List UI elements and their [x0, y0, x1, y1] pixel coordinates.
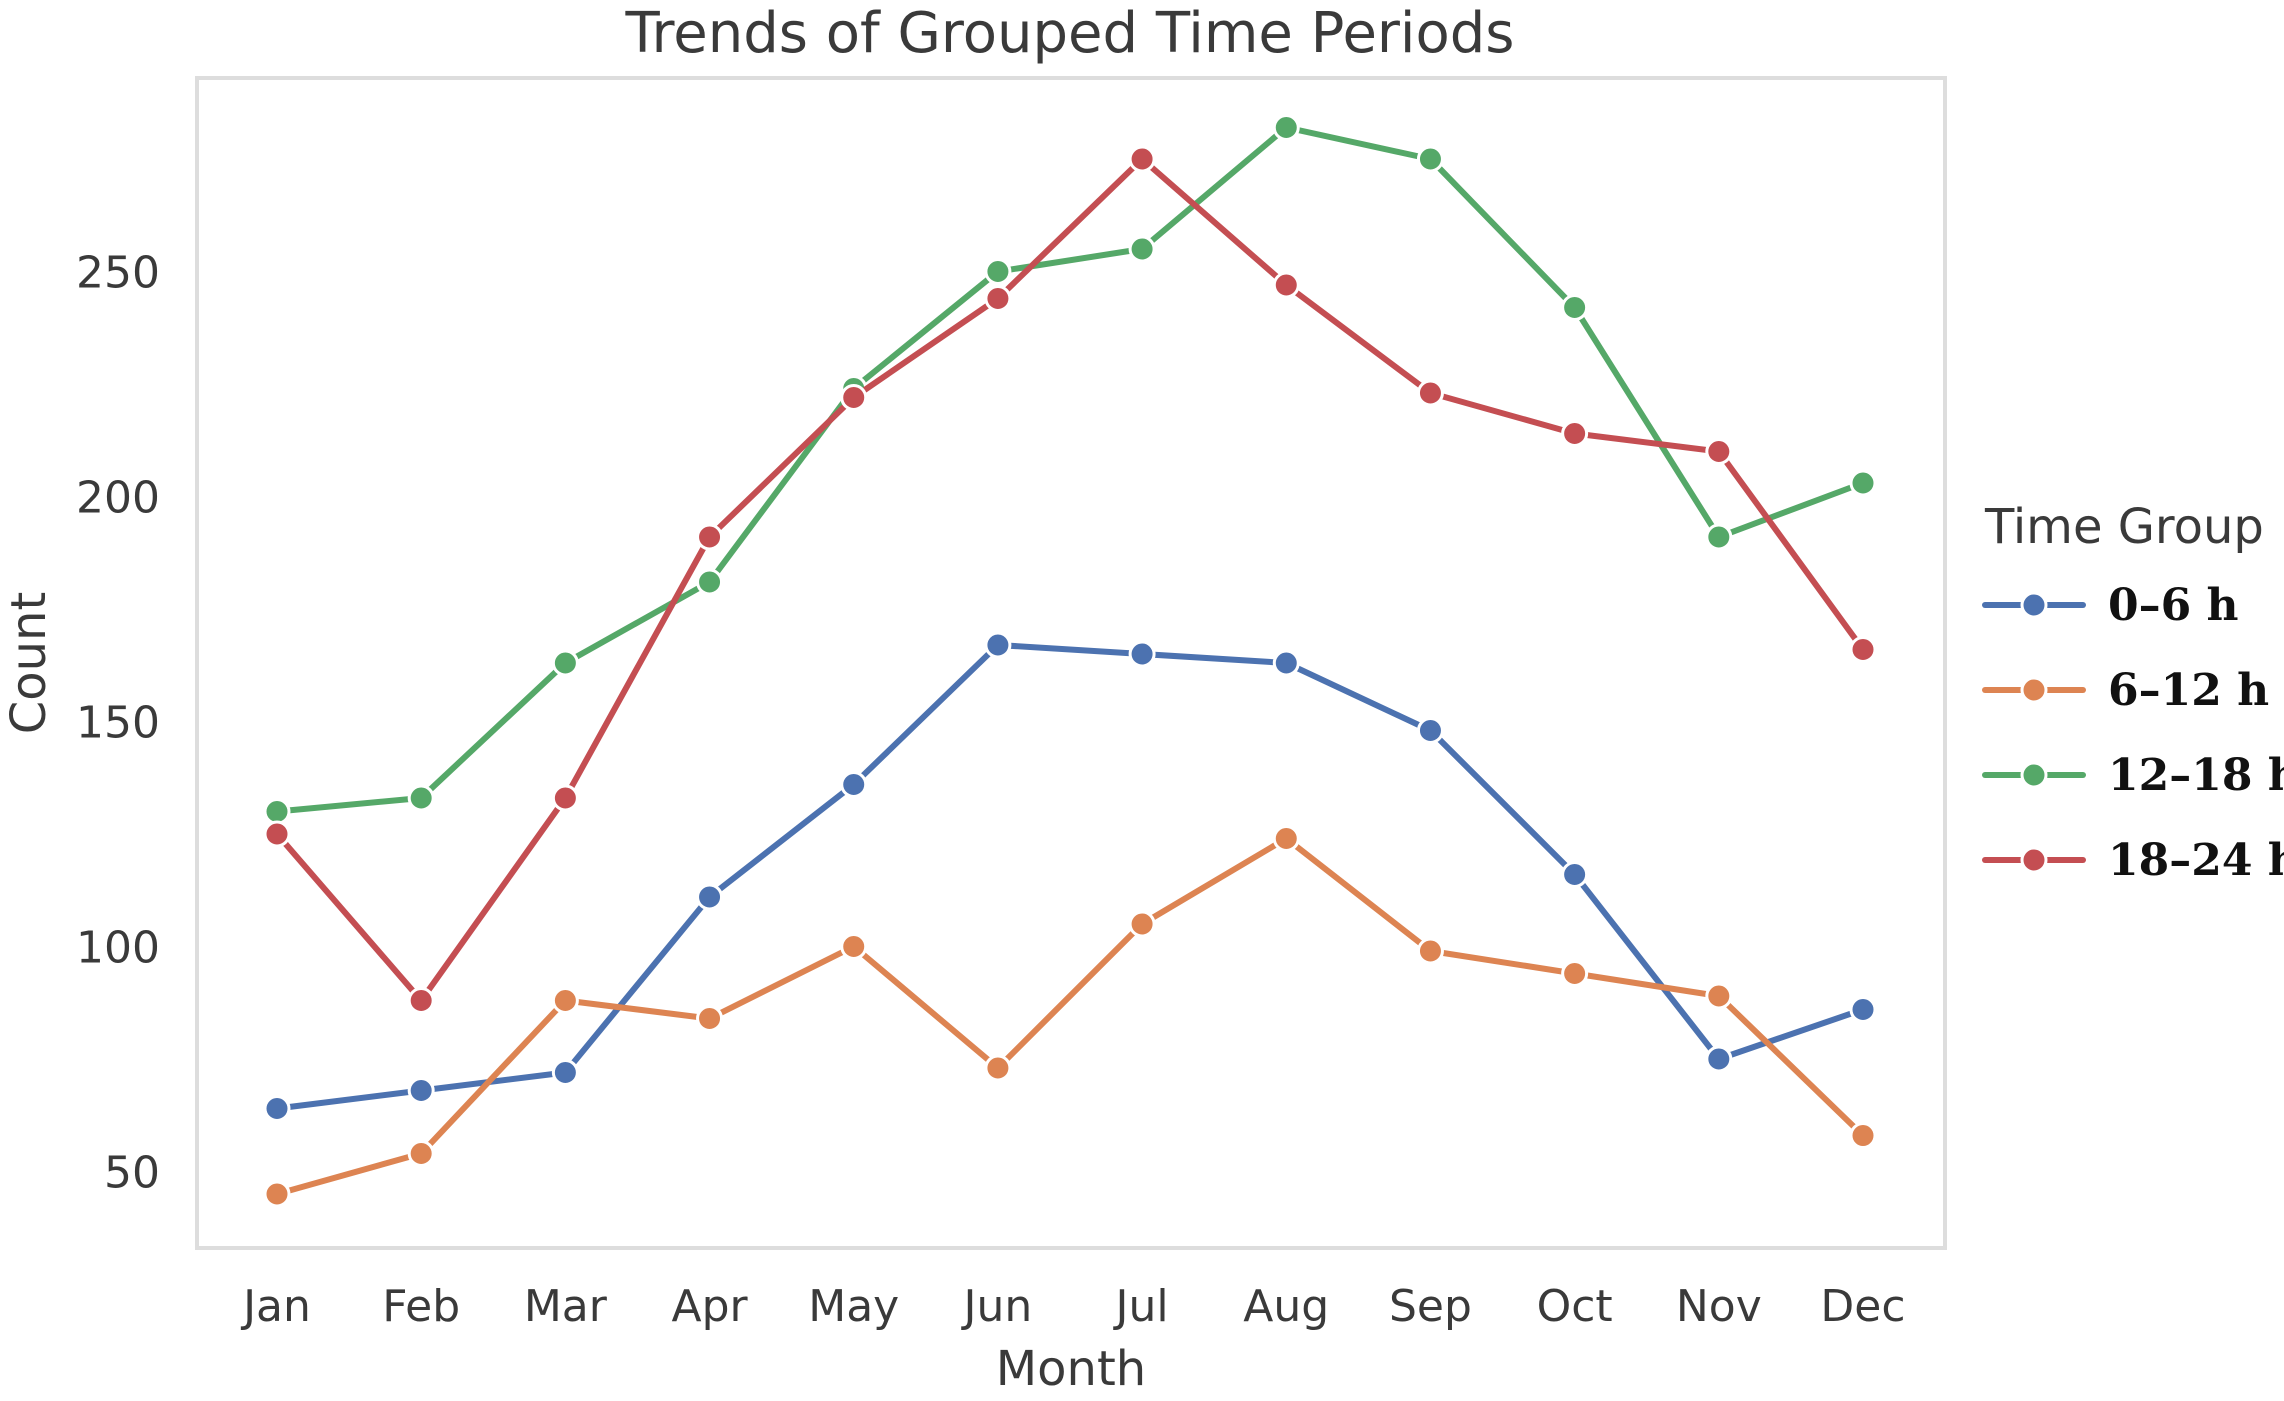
y-tick-label: 150: [76, 698, 160, 749]
data-point: [1128, 910, 1156, 938]
x-axis-label: Month: [996, 1341, 1146, 1397]
series-line: [274, 156, 1866, 1004]
data-point: [1128, 235, 1156, 263]
x-tick-label: Feb: [382, 1281, 460, 1332]
y-axis-label: Count: [1, 592, 57, 735]
series-line: [274, 124, 1866, 815]
x-tick-label: May: [808, 1281, 899, 1332]
data-point: [1128, 145, 1156, 173]
data-point: [984, 631, 1012, 659]
legend-item: 6–12 h: [1982, 665, 2269, 716]
legend: Time Group 0–6 h 6–12 h 12–18 h 18–24 h: [1982, 499, 2284, 886]
legend-marker: [2020, 761, 2048, 789]
data-point: [263, 820, 291, 848]
data-point: [407, 987, 435, 1014]
legend-label: 6–12 h: [2108, 665, 2269, 716]
x-tick-label: Sep: [1389, 1281, 1472, 1332]
data-point: [984, 258, 1012, 285]
data-point: [1272, 825, 1300, 852]
series-layer: [263, 114, 1877, 1208]
legend-item: 18–24 h: [1982, 835, 2284, 886]
legend-label: 12–18 h: [2108, 750, 2284, 801]
data-point: [840, 771, 868, 798]
legend-marker: [2020, 591, 2048, 619]
data-point: [551, 649, 579, 677]
data-point: [1272, 271, 1300, 299]
data-point: [263, 1180, 291, 1208]
legend-marker: [2020, 676, 2048, 704]
x-tick-label: Dec: [1820, 1281, 1905, 1332]
data-point: [1705, 438, 1733, 465]
x-tick-label: Jun: [961, 1281, 1033, 1332]
data-point: [984, 285, 1012, 312]
legend-label: 0–6 h: [2108, 580, 2239, 631]
series-1: [263, 631, 1877, 1122]
x-tick-label: Nov: [1676, 1281, 1762, 1332]
data-point: [551, 1059, 579, 1086]
x-axis-ticks: Jan Feb Mar Apr May Jun Jul Aug Sep Oct Nov Dec: [240, 1281, 1905, 1332]
x-tick-label: Jul: [1113, 1281, 1169, 1332]
data-point: [696, 1005, 724, 1032]
data-point: [1416, 717, 1444, 744]
legend-item: 0–6 h: [1982, 580, 2239, 631]
data-point: [1705, 1045, 1733, 1073]
legend-marker: [2020, 846, 2048, 874]
legend-label: 18–24 h: [2108, 835, 2284, 886]
data-point: [1561, 861, 1589, 888]
data-point: [1849, 636, 1877, 663]
data-point: [1416, 379, 1444, 407]
data-point: [407, 1140, 435, 1167]
y-tick-label: 250: [76, 248, 160, 299]
data-point: [263, 1095, 291, 1122]
data-point: [263, 798, 291, 825]
data-point: [696, 523, 724, 551]
x-tick-label: Aug: [1243, 1281, 1329, 1332]
y-axis-ticks: 50 100 150 200 250: [76, 248, 160, 1199]
data-point: [1849, 996, 1877, 1023]
series-line: [274, 642, 1866, 1112]
series-line: [274, 835, 1866, 1197]
series-2: [263, 825, 1877, 1208]
data-point: [551, 987, 579, 1014]
series-4: [263, 145, 1877, 1014]
legend-item: 12–18 h: [1982, 750, 2284, 801]
data-point: [1705, 982, 1733, 1010]
x-tick-label: Oct: [1537, 1281, 1613, 1332]
y-tick-label: 200: [76, 473, 160, 524]
data-point: [407, 784, 435, 812]
data-point: [1705, 523, 1733, 551]
x-tick-label: Mar: [524, 1281, 608, 1332]
data-point: [407, 1077, 435, 1104]
data-point: [1272, 649, 1300, 677]
legend-title: Time Group: [1984, 499, 2264, 555]
series-3: [263, 114, 1877, 825]
legend-items: 0–6 h 6–12 h 12–18 h 18–24 h: [1982, 580, 2284, 886]
data-point: [840, 384, 868, 411]
data-point: [984, 1054, 1012, 1082]
data-point: [696, 568, 724, 596]
x-tick-label: Jan: [240, 1281, 311, 1332]
chart-title: Trends of Grouped Time Periods: [625, 1, 1515, 66]
y-tick-label: 100: [76, 923, 160, 974]
x-tick-label: Apr: [671, 1281, 748, 1332]
data-point: [1849, 1122, 1877, 1149]
plot-area: [195, 76, 1947, 1250]
data-point: [1561, 960, 1589, 987]
data-point: [696, 883, 724, 911]
data-point: [1128, 640, 1156, 668]
data-point: [1561, 420, 1589, 447]
data-point: [1416, 937, 1444, 965]
data-point: [1416, 145, 1444, 173]
data-point: [1272, 114, 1300, 141]
data-point: [1849, 469, 1877, 497]
data-point: [1561, 294, 1589, 321]
data-point: [551, 784, 579, 812]
y-tick-label: 50: [104, 1148, 160, 1199]
data-point: [840, 933, 868, 960]
